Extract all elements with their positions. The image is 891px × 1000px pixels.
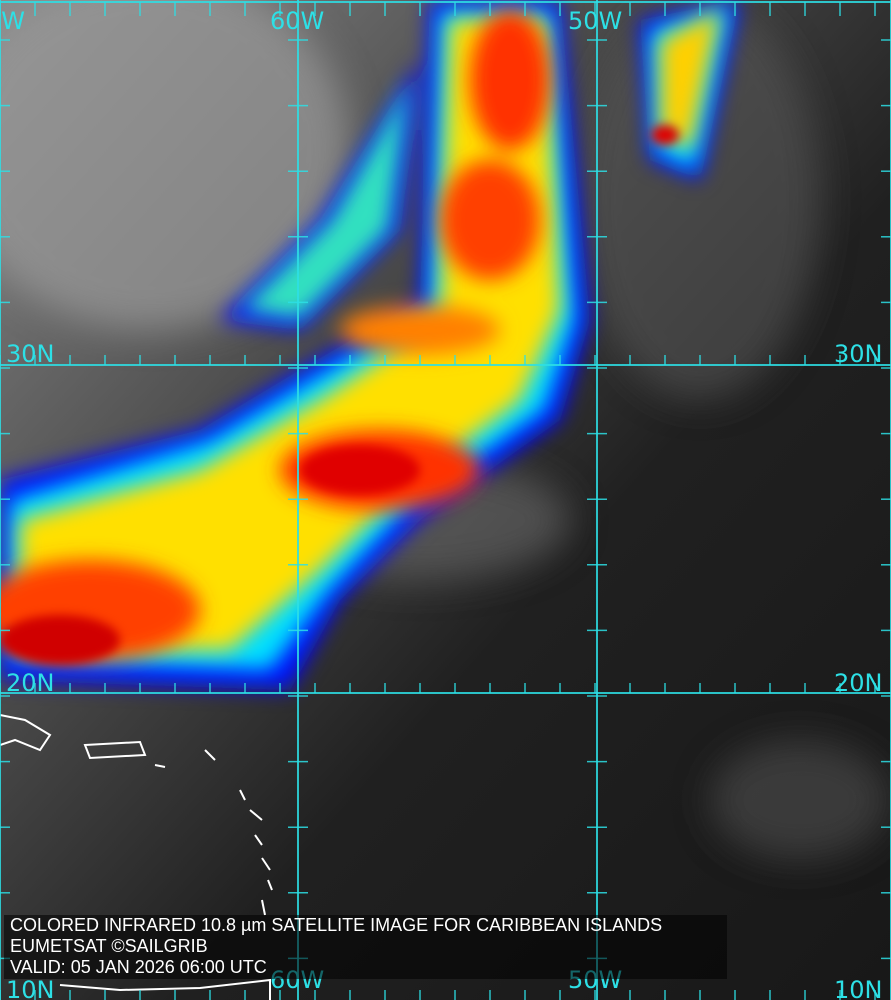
lat-label-left-20n: 20N bbox=[6, 669, 55, 697]
lon-label-top-70w: 0W bbox=[0, 7, 25, 35]
coastlines bbox=[0, 714, 273, 1000]
lat-label-left-30n: 30N bbox=[6, 340, 55, 368]
caption-title: COLORED INFRARED 10.8 µm SATELLITE IMAGE… bbox=[10, 915, 663, 935]
lon-label-top-50w: 50W bbox=[568, 7, 623, 35]
lat-label-left-10n: 10N bbox=[6, 976, 55, 1000]
lat-label-right-30n: 30N bbox=[834, 340, 883, 368]
caption-valid-time: VALID: 05 JAN 2026 06:00 UTC bbox=[10, 957, 267, 977]
caption-credit: EUMETSAT ©SAILGRIB bbox=[10, 936, 208, 956]
lat-label-right-20n: 20N bbox=[834, 669, 883, 697]
cloud-band bbox=[0, 0, 740, 690]
image-caption: COLORED INFRARED 10.8 µm SATELLITE IMAGE… bbox=[4, 915, 727, 979]
gray-cloud-layer bbox=[0, 0, 890, 860]
lon-label-top-60w: 60W bbox=[270, 7, 325, 35]
lat-label-right-10n: 10N bbox=[834, 976, 883, 1000]
